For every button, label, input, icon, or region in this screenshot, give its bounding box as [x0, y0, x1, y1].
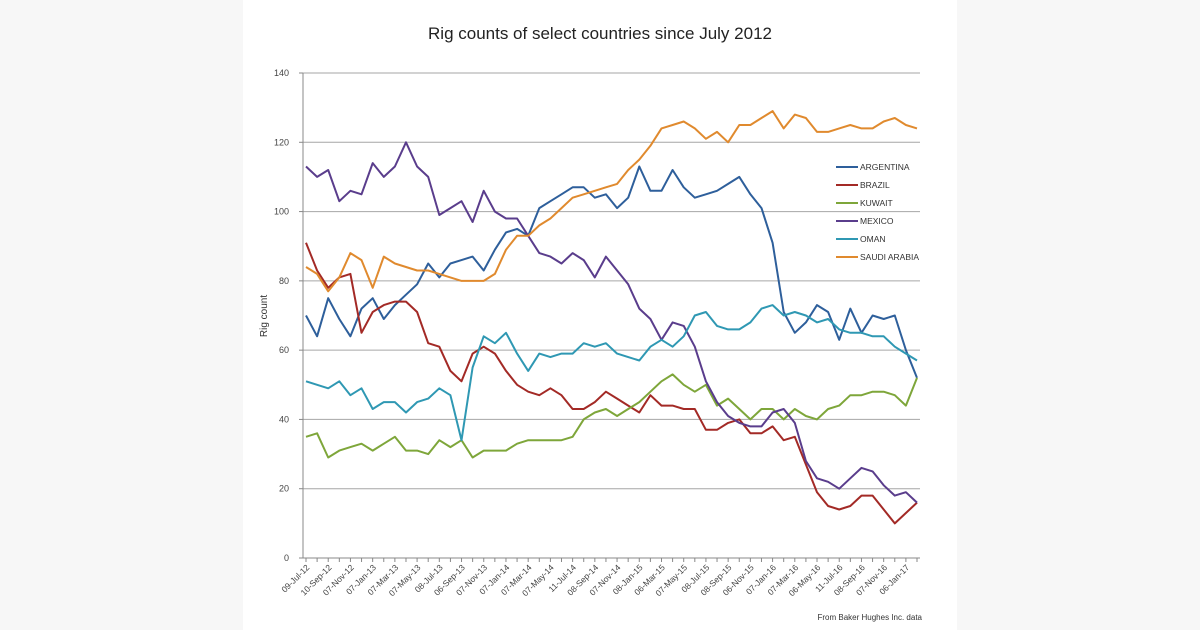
- chart-title: Rig counts of select countries since Jul…: [428, 24, 772, 43]
- series-line-argentina: [305, 165, 918, 379]
- legend-item: OMAN: [836, 234, 886, 244]
- y-tick-label: 60: [279, 345, 289, 355]
- series-line-kuwait: [305, 373, 918, 459]
- legend-item: MEXICO: [836, 216, 894, 226]
- y-tick-label: 20: [279, 484, 289, 494]
- legend-label: BRAZIL: [860, 180, 890, 190]
- legend-label: ARGENTINA: [860, 162, 910, 172]
- series-line-oman: [305, 304, 918, 442]
- legend-label: MEXICO: [860, 216, 894, 226]
- y-tick-label: 0: [284, 553, 289, 563]
- y-axis-label: Rig count: [259, 295, 270, 337]
- legend-item: KUWAIT: [836, 198, 893, 208]
- legend-label: SAUDI ARABIA: [860, 252, 919, 262]
- y-tick-label: 120: [274, 137, 289, 147]
- legend-item: BRAZIL: [836, 180, 890, 190]
- y-tick-label: 80: [279, 276, 289, 286]
- legend-item: ARGENTINA: [836, 162, 910, 172]
- y-tick-label: 40: [279, 414, 289, 424]
- series-line-brazil: [305, 242, 918, 525]
- source-note: From Baker Hughes Inc. data: [817, 613, 923, 622]
- legend-item: SAUDI ARABIA: [836, 252, 919, 262]
- series-line-mexico: [305, 141, 918, 504]
- y-tick-label: 140: [274, 68, 289, 78]
- chart-card: [243, 0, 957, 630]
- y-tick-label: 100: [274, 207, 289, 217]
- legend-label: OMAN: [860, 234, 886, 244]
- legend-label: KUWAIT: [860, 198, 893, 208]
- series-line-saudi-arabia: [305, 110, 918, 293]
